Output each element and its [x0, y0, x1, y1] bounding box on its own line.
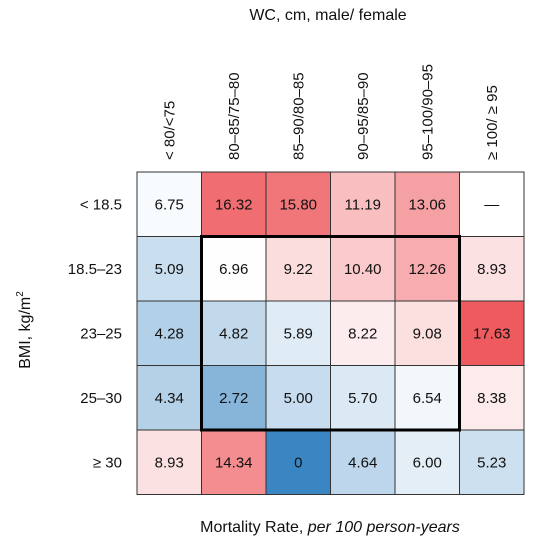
heatmap-cell — [394, 365, 460, 431]
heatmap-cell — [265, 171, 331, 237]
cell-value-label: 11.19 — [345, 196, 381, 213]
row-label: ≥ 30 — [93, 454, 122, 471]
y-axis-superscript: 2 — [15, 291, 26, 297]
column-label: 85–90/80–85 — [290, 72, 307, 160]
cell-value-label: 16.32 — [215, 196, 253, 213]
heatmap-cell — [265, 429, 331, 495]
cell-value-label: 5.89 — [284, 325, 313, 342]
column-label: ≥ 100/ ≥ 95 — [484, 85, 501, 160]
cell-value-label: 0 — [294, 454, 302, 471]
cell-value-label: 4.28 — [155, 325, 184, 342]
heatmap-cell — [330, 171, 396, 237]
heatmap-cell — [394, 300, 460, 366]
column-label: 80–85/75–80 — [226, 72, 243, 160]
cell-value-label: 12.26 — [408, 261, 446, 278]
heatmap-cell — [330, 429, 396, 495]
cell-value-label: 6.96 — [219, 261, 248, 278]
cell-value-label: 14.34 — [215, 454, 253, 471]
row-label: 25–30 — [80, 390, 122, 407]
cell-value-label: 8.93 — [155, 454, 184, 471]
row-label: 23–25 — [80, 325, 122, 342]
cell-value-label: 5.23 — [477, 454, 506, 471]
heatmap-values: 6.75 16.32 15.80 11.19 13.06 — 5.09 6.96 9.22 10.… — [155, 196, 511, 471]
heatmap-cell — [459, 236, 525, 302]
row-label: 18.5–23 — [68, 261, 122, 278]
heatmap-cell — [330, 236, 396, 302]
heatmap-cell — [136, 171, 202, 237]
cell-value-label: 8.38 — [477, 390, 506, 407]
cell-value-label: 6.54 — [413, 390, 442, 407]
heatmap-cell — [330, 365, 396, 431]
cell-value-label: 4.64 — [348, 454, 377, 471]
heatmap-cell — [459, 429, 525, 495]
x-axis-title: WC, cm, male/ female — [249, 7, 406, 24]
row-labels: < 18.5 18.5–23 23–25 25–30 ≥ 30 — [68, 196, 122, 471]
row-label: < 18.5 — [80, 196, 122, 213]
cell-value-label: 9.08 — [413, 325, 442, 342]
highlight-frame — [200, 235, 461, 432]
cell-value-label: 9.22 — [284, 261, 313, 278]
cell-value-label: 8.22 — [348, 325, 377, 342]
cell-value-label: 4.82 — [219, 325, 248, 342]
heatmap-cell — [394, 429, 460, 495]
cell-value-label: 5.70 — [348, 390, 377, 407]
highlight-box — [200, 235, 461, 432]
cell-value-label: 4.34 — [155, 390, 184, 407]
cell-value-label: 17.63 — [473, 325, 511, 342]
heatmap-cells — [136, 171, 525, 495]
heatmap-cell — [201, 300, 267, 366]
cell-value-label: 6.75 — [155, 196, 184, 213]
colorbar-caption: Mortality Rate, per 100 person-years — [200, 519, 460, 536]
cell-value-label: 2.72 — [219, 390, 248, 407]
heatmap-cell — [201, 171, 267, 237]
cell-value-label: 15.80 — [279, 196, 317, 213]
column-label: < 80/<75 — [161, 101, 178, 160]
column-label: 90–95/85–90 — [355, 72, 372, 160]
cell-value-label: 5.00 — [284, 390, 313, 407]
heatmap-cell — [459, 171, 525, 237]
cell-value-label: 6.00 — [413, 454, 442, 471]
column-labels: < 80/<75 80–85/75–80 85–90/80–85 90–95/85–9… — [161, 64, 501, 160]
y-axis-title: BMI, kg/m2 — [15, 291, 34, 369]
heatmap-cell — [136, 365, 202, 431]
cell-value-label: — — [484, 196, 499, 213]
cell-value-label: 10.40 — [344, 261, 382, 278]
column-label: 95–100/90–95 — [419, 64, 436, 160]
heatmap-cell — [265, 365, 331, 431]
cell-value-label: 13.06 — [408, 196, 446, 213]
cell-value-label: 8.93 — [477, 261, 506, 278]
heatmap-cell — [201, 365, 267, 431]
cell-value-label: 5.09 — [155, 261, 184, 278]
heatmap-cell — [136, 429, 202, 495]
heatmap-cell — [330, 300, 396, 366]
